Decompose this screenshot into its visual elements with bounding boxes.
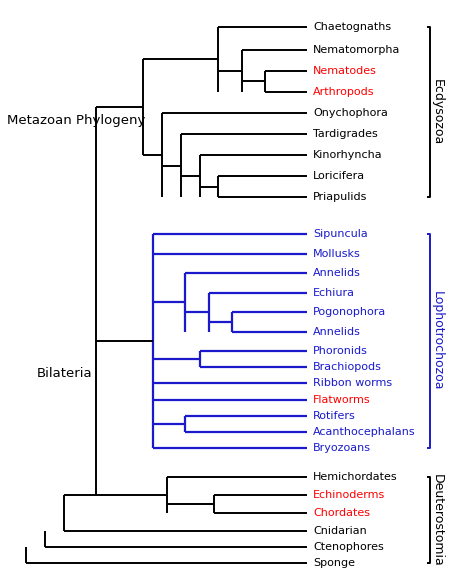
Text: Echinoderms: Echinoderms [313,490,385,500]
Text: Ribbon worms: Ribbon worms [313,378,392,388]
Text: Ecdysozoa: Ecdysozoa [431,79,444,146]
Text: Chaetognaths: Chaetognaths [313,22,391,32]
Text: Brachiopods: Brachiopods [313,362,382,372]
Text: Echiura: Echiura [313,288,355,297]
Text: Sponge: Sponge [313,558,355,568]
Text: Ctenophores: Ctenophores [313,542,383,552]
Text: Mollusks: Mollusks [313,249,361,259]
Text: Deuterostomia: Deuterostomia [431,474,444,566]
Text: Pogonophora: Pogonophora [313,307,386,317]
Text: Acanthocephalans: Acanthocephalans [313,427,416,437]
Text: Annelids: Annelids [313,268,361,278]
Text: Nematomorpha: Nematomorpha [313,45,400,55]
Text: Bilateria: Bilateria [37,367,93,380]
Text: Metazoan Phylogeny: Metazoan Phylogeny [8,115,146,127]
Text: Priapulids: Priapulids [313,192,367,202]
Text: Nematodes: Nematodes [313,66,377,76]
Text: Lophotrochozoa: Lophotrochozoa [431,292,444,391]
Text: Onychophora: Onychophora [313,108,388,118]
Text: Sipuncula: Sipuncula [313,229,368,239]
Text: Phoronids: Phoronids [313,346,368,356]
Text: Cnidarian: Cnidarian [313,526,366,535]
Text: Rotifers: Rotifers [313,411,356,421]
Text: Tardigrades: Tardigrades [313,129,378,139]
Text: Annelids: Annelids [313,327,361,336]
Text: Kinorhyncha: Kinorhyncha [313,150,383,160]
Text: Bryozoans: Bryozoans [313,443,371,453]
Text: Arthropods: Arthropods [313,87,374,97]
Text: Chordates: Chordates [313,508,370,518]
Text: Loricifera: Loricifera [313,171,365,181]
Text: Flatworms: Flatworms [313,395,371,404]
Text: Hemichordates: Hemichordates [313,472,398,482]
